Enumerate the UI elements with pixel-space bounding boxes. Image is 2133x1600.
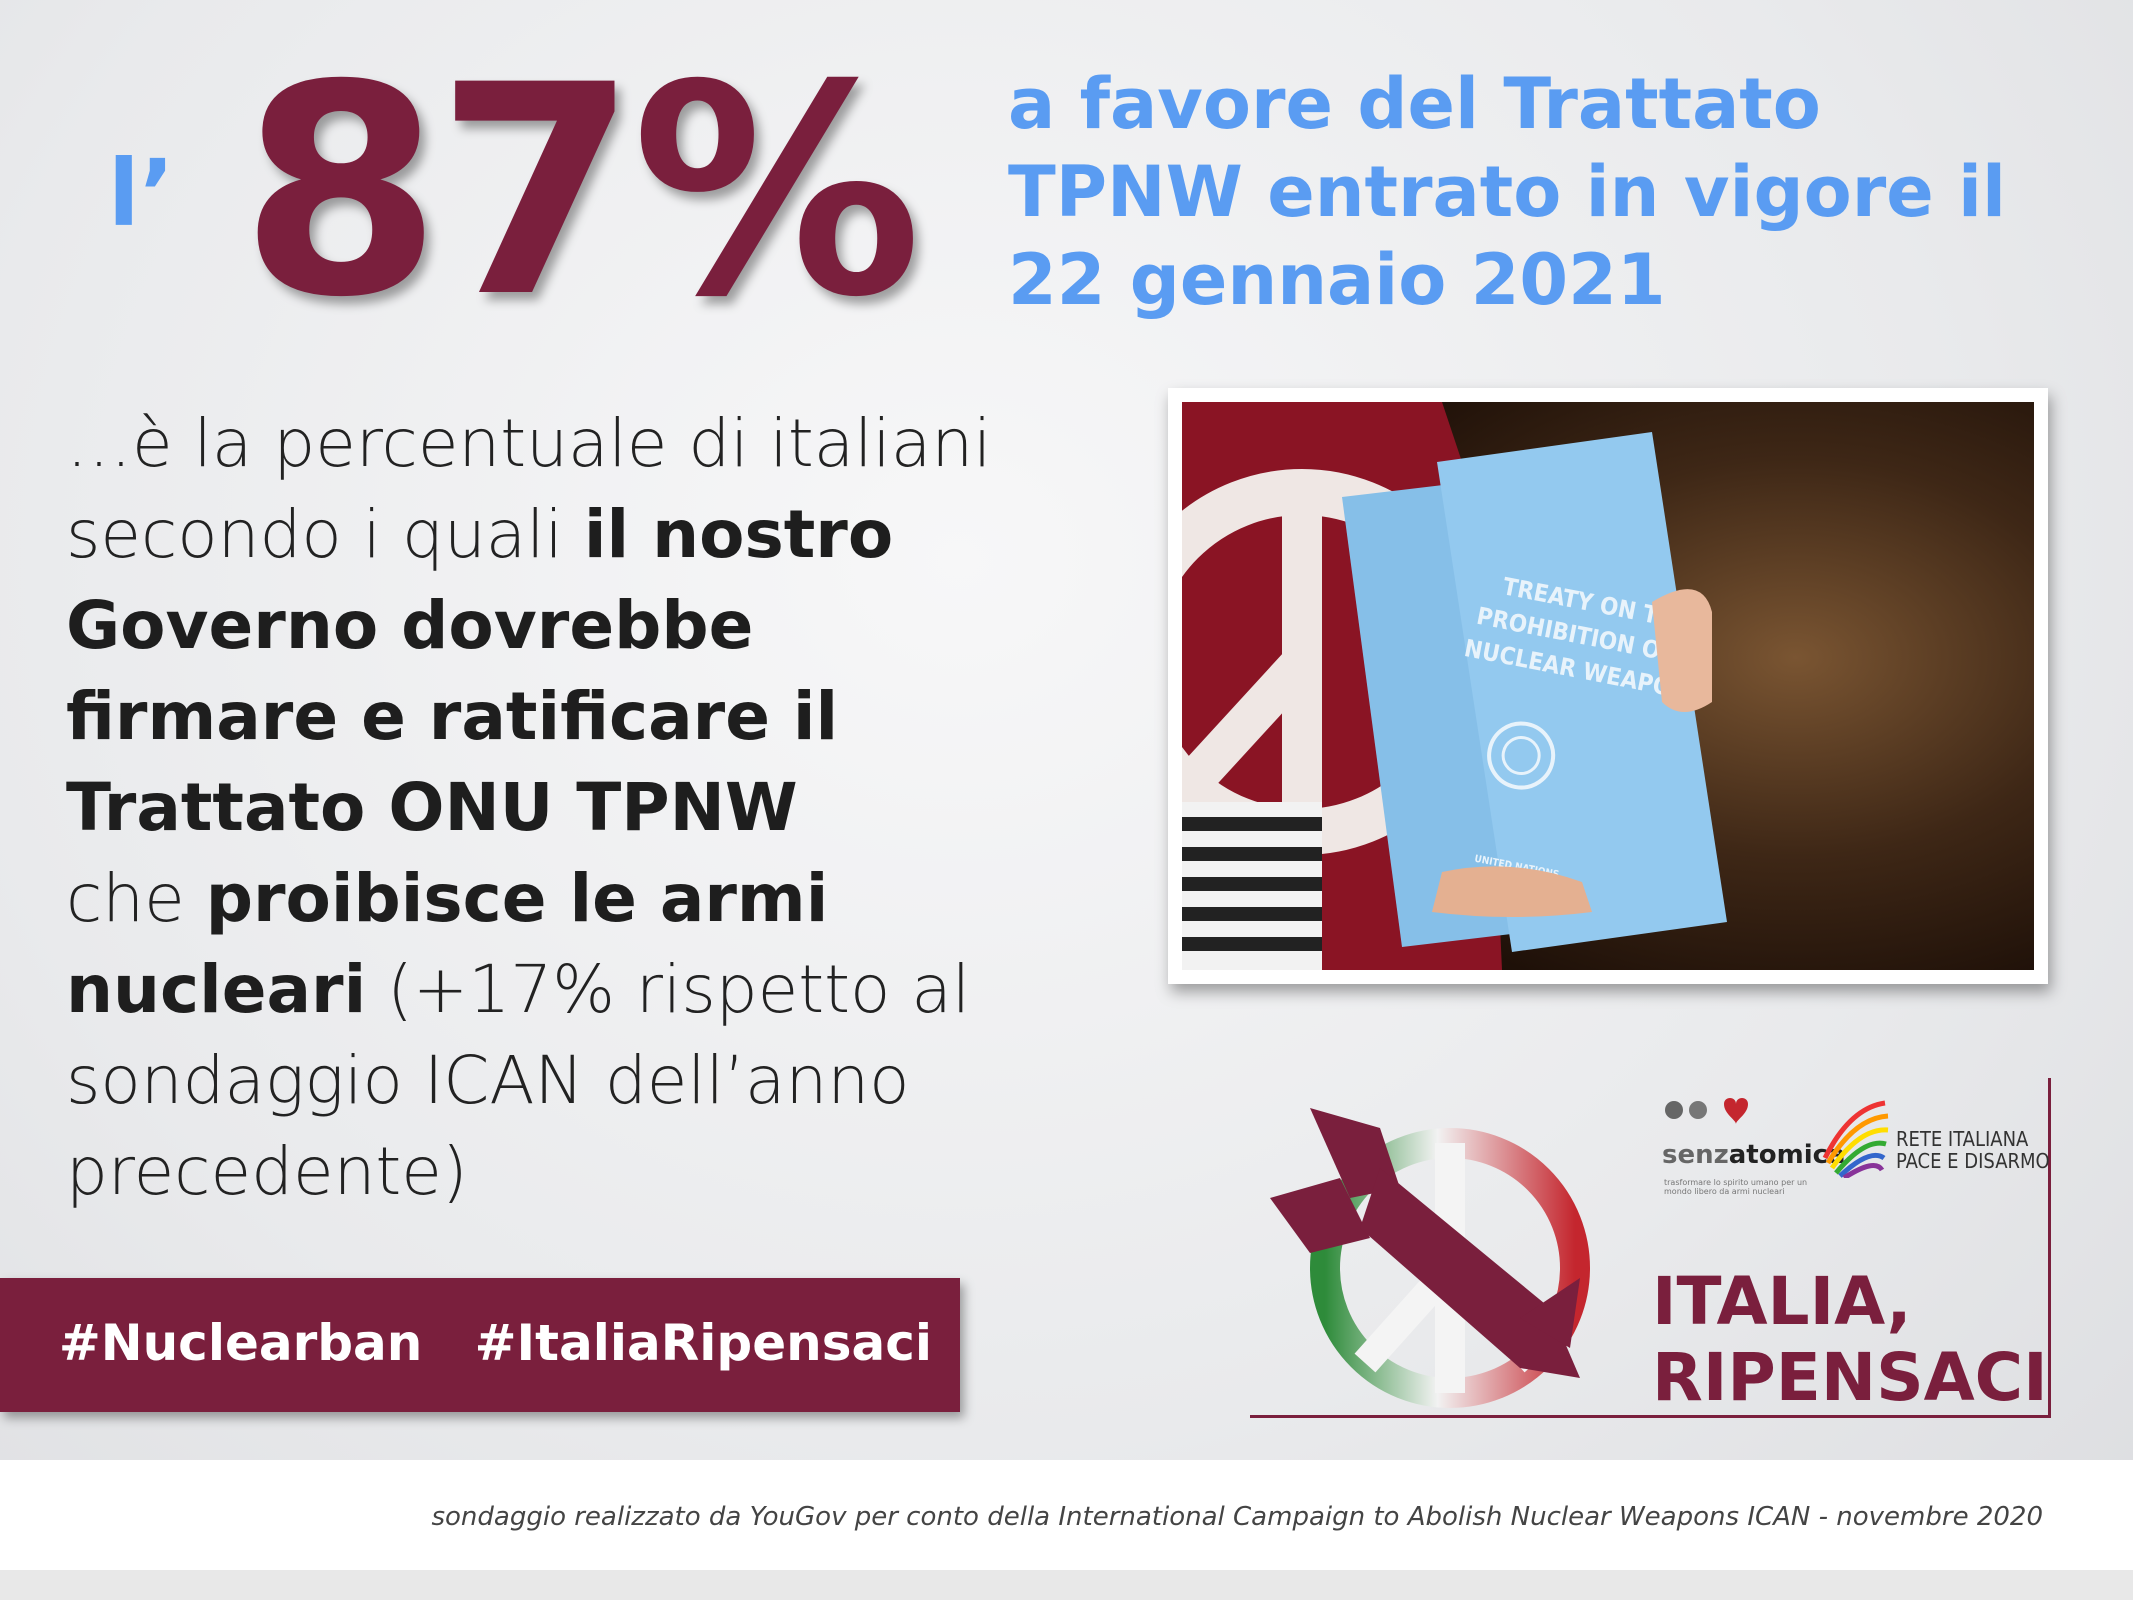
rete-line-2: PACE E DISARMO (1896, 1149, 2050, 1173)
headline-line-1: a favore del Trattato (1008, 63, 1821, 145)
body-text: …è la percentuale di italiani secondo i … (66, 398, 1006, 1217)
un-emblem-icon (1487, 721, 1556, 790)
headline-line-2: TPNW entrato in vigore il (1008, 151, 2007, 233)
senzatomica-birds-icon (1665, 1098, 1748, 1124)
campaign-title-line-2: RIPENSACI (1652, 1339, 2048, 1416)
body-line-6: che proibisce le armi (66, 853, 1006, 944)
body-line-6a: che (66, 860, 206, 937)
body-line-4-bold: firmare e ratificare il (66, 678, 839, 755)
footer-strip (0, 1570, 2133, 1600)
italia-ripensaci-emblem-icon (1270, 1108, 1590, 1408)
hashtags: #Nuclearban #ItaliaRipensaci (58, 1314, 932, 1372)
body-line-5-bold: Trattato ONU TPNW (66, 769, 798, 846)
body-line-7: nucleari (+17% rispetto al (66, 944, 1006, 1035)
body-line-5: Trattato ONU TPNW (66, 762, 1006, 853)
body-line-8: sondaggio ICAN dell’anno (66, 1042, 910, 1119)
campaign-title-line-1: ITALIA, (1652, 1263, 1912, 1340)
footer: sondaggio realizzato da YouGov per conto… (0, 1460, 2133, 1600)
hand-left (1432, 866, 1592, 917)
body-line-2a: secondo i quali (66, 496, 584, 573)
stat-percentage: 87% (240, 24, 922, 361)
frame-line-horizontal (1250, 1415, 2050, 1418)
campaign-title: ITALIA, RIPENSACI (1652, 1264, 2048, 1416)
body-line-7a: nucleari (66, 951, 367, 1028)
body-line-2: secondo i quali il nostro (66, 489, 1006, 580)
photo-frame: TREATY ON THE PROHIBITION OF NUCLEAR WEA… (1168, 388, 2048, 984)
rete-pace-disarmo-logo: RETE ITALIANA PACE E DISARMO (1896, 1128, 2050, 1172)
senzatomica-tagline: trasformare lo spirito umano per un mond… (1664, 1178, 1808, 1196)
body-line-2b: il nostro (583, 496, 894, 573)
treaty-photo-illustration: TREATY ON THE PROHIBITION OF NUCLEAR WEA… (1182, 402, 2034, 970)
striped-sleeve (1182, 802, 1322, 970)
senzatomica-a: senz (1662, 1140, 1729, 1170)
treaty-photo: TREATY ON THE PROHIBITION OF NUCLEAR WEA… (1182, 402, 2034, 970)
rete-pace-disarmo-icon (1822, 1100, 1889, 1178)
headline: a favore del Trattato TPNW entrato in vi… (1008, 60, 2118, 324)
headline-line-3: 22 gennaio 2021 (1008, 239, 1666, 321)
hand-right (1652, 589, 1712, 712)
rete-line-1: RETE ITALIANA (1896, 1127, 2029, 1151)
body-line-6b: proibisce le armi (205, 860, 829, 937)
senzatomica-logo: senzatomica (1662, 1140, 1846, 1170)
footer-source-note: sondaggio realizzato da YouGov per conto… (431, 1502, 2043, 1532)
body-line-7b: (+17% rispetto al (366, 951, 971, 1028)
body-line-1: …è la percentuale di italiani (66, 405, 992, 482)
slide: l’ 87% a favore del Trattato TPNW entrat… (0, 24, 2118, 1418)
body-line-3-bold: Governo dovrebbe (66, 587, 754, 664)
frame-line-vertical (2048, 1078, 2051, 1418)
body-line-4: firmare e ratificare il (66, 671, 1006, 762)
hashtag-bar: #Nuclearban #ItaliaRipensaci (0, 1278, 960, 1412)
stat-prefix: l’ (108, 140, 175, 247)
booklet-front (1437, 432, 1727, 952)
campaign-logo-area: senzatomica trasformare lo spirito umano… (1250, 1078, 2051, 1418)
body-line-3: Governo dovrebbe (66, 580, 1006, 671)
body-line-9: precedente) (66, 1133, 468, 1210)
